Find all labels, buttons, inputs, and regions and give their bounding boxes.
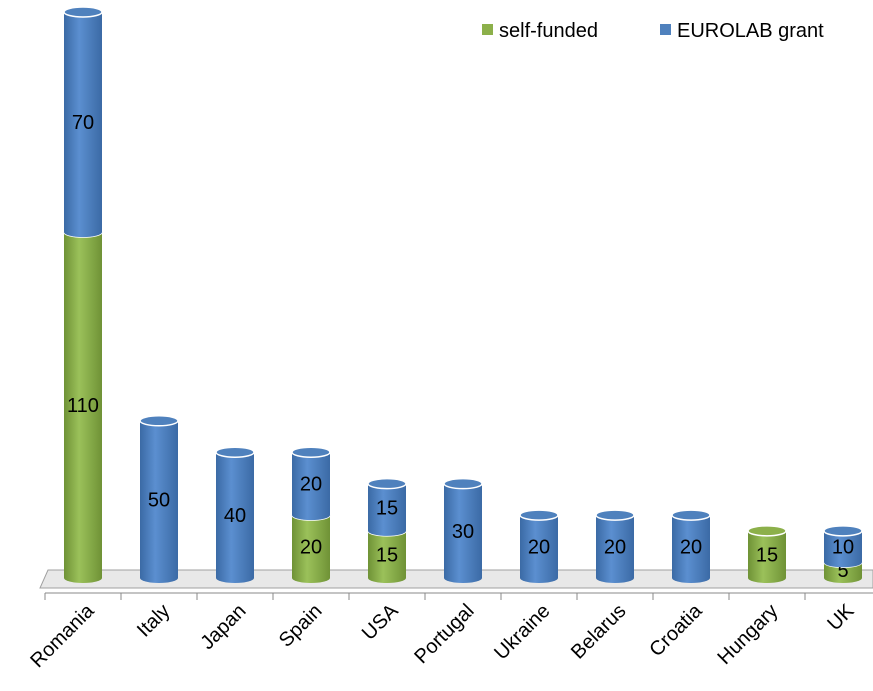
bar-segment xyxy=(63,6,103,238)
x-tick-label: Hungary xyxy=(714,600,783,669)
x-tick-label: Romania xyxy=(26,599,99,672)
data-label: 20 xyxy=(528,537,550,559)
legend-swatch xyxy=(482,24,493,35)
data-label: 50 xyxy=(148,489,170,511)
cylinder-top xyxy=(671,509,711,521)
data-label: 5 xyxy=(837,560,848,582)
data-label: 15 xyxy=(376,544,398,566)
bar xyxy=(596,515,634,578)
x-tick-label: Japan xyxy=(196,600,250,654)
bar-segment xyxy=(63,226,103,583)
bar xyxy=(748,530,786,578)
legend-label: EUROLAB grant xyxy=(677,20,824,42)
data-label: 40 xyxy=(224,505,246,527)
bar-segment xyxy=(443,477,483,583)
x-tick-label: Croatia xyxy=(645,599,707,661)
x-tick-label: Ukraine xyxy=(490,600,554,664)
bar xyxy=(444,483,482,578)
bar xyxy=(672,515,710,578)
bar xyxy=(292,515,330,578)
bar-segment xyxy=(215,446,255,583)
bar-segment xyxy=(519,509,559,583)
bar-segment xyxy=(823,525,863,568)
cylinder-top xyxy=(139,415,179,427)
bar xyxy=(64,232,102,578)
bar xyxy=(64,12,102,233)
bar xyxy=(292,452,330,516)
bar xyxy=(216,452,254,578)
data-label: 20 xyxy=(680,537,702,559)
bar-segment xyxy=(595,509,635,583)
data-label: 30 xyxy=(452,521,474,543)
x-tick-label: Spain xyxy=(275,600,327,652)
data-label: 15 xyxy=(756,544,778,566)
legend-swatch xyxy=(660,24,671,35)
cylinder-top xyxy=(443,477,483,490)
cylinder-top xyxy=(367,477,407,490)
data-label: 15 xyxy=(376,497,398,519)
x-tick-label: Portugal xyxy=(410,600,478,668)
data-label: 110 xyxy=(67,395,99,417)
legend-label: self-funded xyxy=(499,20,598,42)
bar xyxy=(140,420,178,578)
x-tick-label: UK xyxy=(823,600,859,636)
cylinder-top xyxy=(215,446,255,458)
data-label: 20 xyxy=(300,537,322,559)
bar-segment xyxy=(747,525,787,583)
bar xyxy=(520,515,558,578)
cylinder-top xyxy=(747,525,787,537)
bar-segment xyxy=(367,525,407,583)
cylinder-top xyxy=(823,525,863,537)
data-label: 20 xyxy=(604,537,626,559)
data-label: 10 xyxy=(832,537,854,559)
cylinder-top xyxy=(63,6,103,18)
bar xyxy=(368,530,406,578)
cylinder-top xyxy=(595,509,635,521)
x-tick-label: Italy xyxy=(133,600,174,641)
x-tick-label: USA xyxy=(358,600,403,645)
bar-segment xyxy=(367,477,407,536)
x-tick-label: Belarus xyxy=(567,600,631,664)
cylinder-top xyxy=(291,446,331,458)
bar-segment xyxy=(291,446,331,521)
bar-segment xyxy=(671,509,711,583)
bar xyxy=(368,483,406,531)
data-label: 20 xyxy=(300,474,322,496)
cylinder-top xyxy=(519,509,559,521)
data-label: 70 xyxy=(72,112,94,134)
bar-segment xyxy=(139,415,179,583)
